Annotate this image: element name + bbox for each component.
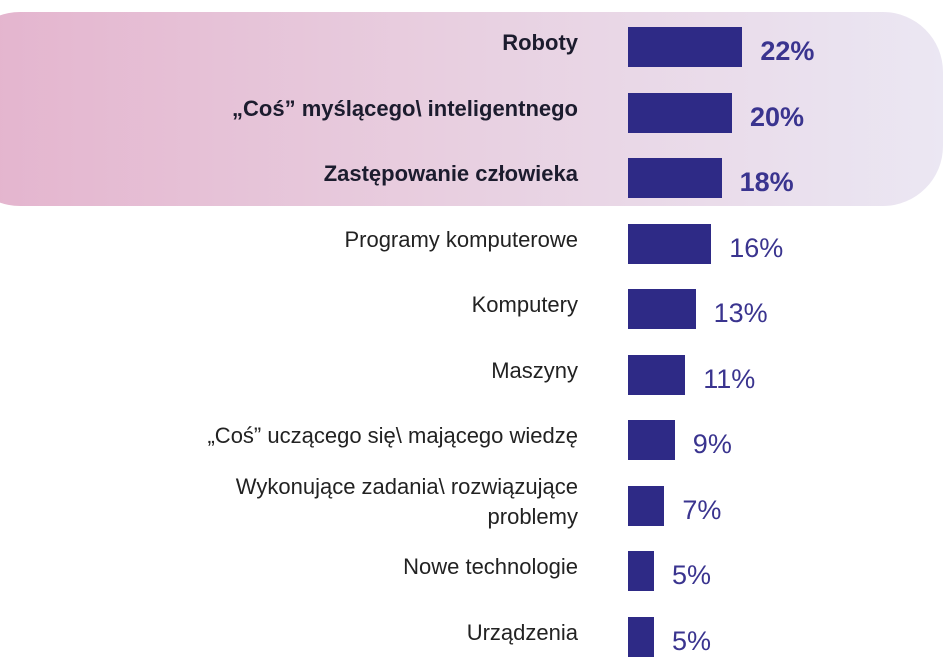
value-label: 20%: [750, 101, 805, 132]
bar: [628, 354, 686, 395]
bar: [628, 616, 654, 657]
bar: [628, 420, 675, 460]
category-label: Maszyny: [491, 357, 578, 383]
bar: [628, 551, 654, 591]
value-label: 16%: [729, 232, 784, 263]
category-label: „Coś” uczącego się\ mającego wiedzę: [207, 423, 578, 448]
category-label: Zastępowanie człowieka: [323, 161, 578, 186]
value-label: 7%: [682, 494, 722, 525]
value-label: 11%: [703, 363, 756, 394]
category-label: Wykonujące zadania\ rozwiązujące problem…: [235, 473, 578, 529]
value-label: 22%: [760, 36, 815, 67]
category-label: Nowe technologie: [403, 554, 578, 579]
category-label: „Coś” myślącego\ inteligentnego: [232, 95, 578, 121]
value-label: 18%: [739, 167, 794, 198]
bar: [628, 158, 722, 198]
value-label: 9%: [692, 429, 732, 460]
category-label: Urządzenia: [466, 619, 578, 645]
value-label: 5%: [672, 625, 712, 656]
value-label: 5%: [672, 560, 712, 591]
bar: [628, 92, 732, 133]
category-label: Roboty: [502, 30, 578, 55]
category-label: Programy komputerowe: [344, 226, 578, 252]
bar: [628, 289, 696, 329]
category-label: Komputery: [471, 292, 578, 317]
value-label: 13%: [713, 298, 768, 329]
highlight-band: [0, 12, 943, 206]
bar: [628, 223, 712, 264]
bar: [628, 485, 665, 526]
bar: [628, 27, 743, 67]
